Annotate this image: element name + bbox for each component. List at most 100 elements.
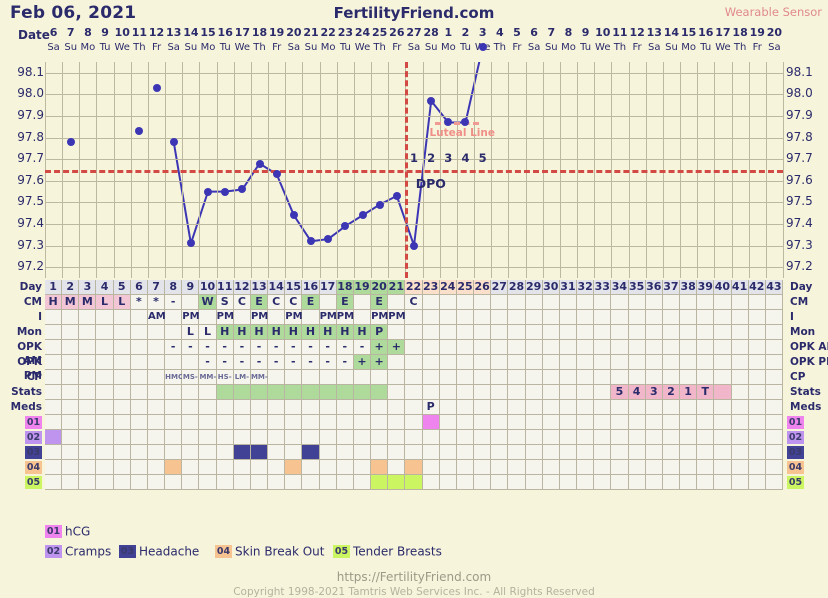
symptom-cell[interactable]: [250, 430, 269, 445]
cm-cell[interactable]: [628, 295, 646, 310]
opk-pm-cell[interactable]: [577, 355, 595, 370]
symptom-cell[interactable]: [216, 475, 234, 490]
cervical-position-cell[interactable]: [559, 370, 578, 385]
symptom-cell[interactable]: [182, 475, 200, 490]
temperature-point[interactable]: [289, 211, 298, 220]
symptom-cell[interactable]: [714, 460, 732, 475]
symptom-cell[interactable]: [199, 445, 217, 460]
day-number-cell[interactable]: 18: [336, 280, 354, 295]
intercourse-cell[interactable]: [714, 310, 732, 325]
opk-am-cell[interactable]: [662, 340, 681, 355]
opk-pm-cell[interactable]: [491, 355, 509, 370]
symptom-cell[interactable]: [45, 445, 63, 460]
symptom-cell[interactable]: [594, 475, 612, 490]
meds-cell[interactable]: [542, 400, 560, 415]
symptom-cell[interactable]: [302, 475, 320, 490]
monitor-cell[interactable]: H: [353, 325, 372, 340]
day-number-cell[interactable]: 27: [491, 280, 509, 295]
symptom-cell[interactable]: [508, 475, 526, 490]
cervical-position-cell[interactable]: MS-: [182, 370, 200, 385]
symptom-cell[interactable]: [680, 430, 698, 445]
opk-pm-cell[interactable]: [388, 355, 406, 370]
symptom-cell[interactable]: [525, 445, 543, 460]
symptom-cell[interactable]: [45, 475, 63, 490]
intercourse-cell[interactable]: [45, 310, 63, 325]
cm-cell[interactable]: [714, 295, 732, 310]
cervical-position-cell[interactable]: [336, 370, 354, 385]
cervical-position-cell[interactable]: [45, 370, 63, 385]
symptom-cell[interactable]: [439, 430, 457, 445]
temperature-point[interactable]: [358, 211, 367, 220]
monitor-cell[interactable]: [491, 325, 509, 340]
symptom-cell[interactable]: [714, 475, 732, 490]
symptom-cell[interactable]: [96, 415, 114, 430]
meds-cell[interactable]: [645, 400, 663, 415]
symptom-cell[interactable]: [645, 445, 663, 460]
meds-cell[interactable]: [405, 400, 423, 415]
opk-am-cell[interactable]: [62, 340, 80, 355]
symptom-cell[interactable]: [577, 445, 595, 460]
cervical-position-cell[interactable]: [147, 370, 166, 385]
stats-cell[interactable]: [233, 385, 251, 400]
opk-am-cell[interactable]: [130, 340, 148, 355]
stats-cell[interactable]: [508, 385, 526, 400]
symptom-cell[interactable]: [336, 445, 354, 460]
opk-am-cell[interactable]: [748, 340, 766, 355]
opk-pm-cell[interactable]: [508, 355, 526, 370]
cm-cell[interactable]: [319, 295, 337, 310]
monitor-cell[interactable]: [611, 325, 629, 340]
cm-cell[interactable]: [456, 295, 475, 310]
opk-pm-cell[interactable]: [165, 355, 183, 370]
symptom-cell[interactable]: [233, 430, 251, 445]
opk-am-cell[interactable]: [680, 340, 698, 355]
cervical-position-cell[interactable]: [353, 370, 372, 385]
stats-cell[interactable]: [765, 385, 783, 400]
symptom-cell[interactable]: [508, 445, 526, 460]
symptom-cell[interactable]: [319, 460, 337, 475]
meds-cell[interactable]: [388, 400, 406, 415]
symptom-cell[interactable]: [474, 415, 492, 430]
opk-pm-cell[interactable]: [422, 355, 440, 370]
intercourse-cell[interactable]: AM: [147, 310, 166, 325]
cervical-position-cell[interactable]: [285, 370, 303, 385]
cervical-position-cell[interactable]: [714, 370, 732, 385]
cervical-position-cell[interactable]: [680, 370, 698, 385]
monitor-cell[interactable]: P: [371, 325, 389, 340]
symptom-cell[interactable]: [353, 445, 372, 460]
stats-cell[interactable]: 1: [680, 385, 698, 400]
symptom-cell[interactable]: [422, 415, 440, 430]
stats-cell[interactable]: [456, 385, 475, 400]
symptom-cell[interactable]: [388, 460, 406, 475]
symptom-cell[interactable]: [45, 415, 63, 430]
opk-pm-cell[interactable]: +: [371, 355, 389, 370]
stats-cell[interactable]: [113, 385, 131, 400]
symptom-cell[interactable]: [147, 475, 166, 490]
opk-am-cell[interactable]: [542, 340, 560, 355]
stats-cell[interactable]: [577, 385, 595, 400]
symptom-cell[interactable]: [199, 430, 217, 445]
stats-cell[interactable]: [268, 385, 286, 400]
day-number-cell[interactable]: 19: [353, 280, 372, 295]
symptom-cell[interactable]: [474, 475, 492, 490]
symptom-cell[interactable]: [662, 445, 681, 460]
cm-cell[interactable]: C: [405, 295, 423, 310]
day-number-cell[interactable]: 14: [268, 280, 286, 295]
symptom-cell[interactable]: [525, 430, 543, 445]
symptom-cell[interactable]: [199, 415, 217, 430]
monitor-cell[interactable]: H: [302, 325, 320, 340]
opk-am-cell[interactable]: [45, 340, 63, 355]
symptom-cell[interactable]: [62, 460, 80, 475]
symptom-cell[interactable]: [491, 475, 509, 490]
temperature-point[interactable]: [341, 222, 350, 231]
symptom-cell[interactable]: [765, 475, 783, 490]
intercourse-cell[interactable]: [113, 310, 131, 325]
cm-cell[interactable]: [594, 295, 612, 310]
opk-pm-cell[interactable]: [697, 355, 715, 370]
symptom-cell[interactable]: [182, 430, 200, 445]
symptom-cell[interactable]: [336, 415, 354, 430]
cm-cell[interactable]: [611, 295, 629, 310]
symptom-cell[interactable]: [491, 460, 509, 475]
symptom-cell[interactable]: [628, 445, 646, 460]
symptom-cell[interactable]: [371, 460, 389, 475]
symptom-cell[interactable]: [353, 415, 372, 430]
